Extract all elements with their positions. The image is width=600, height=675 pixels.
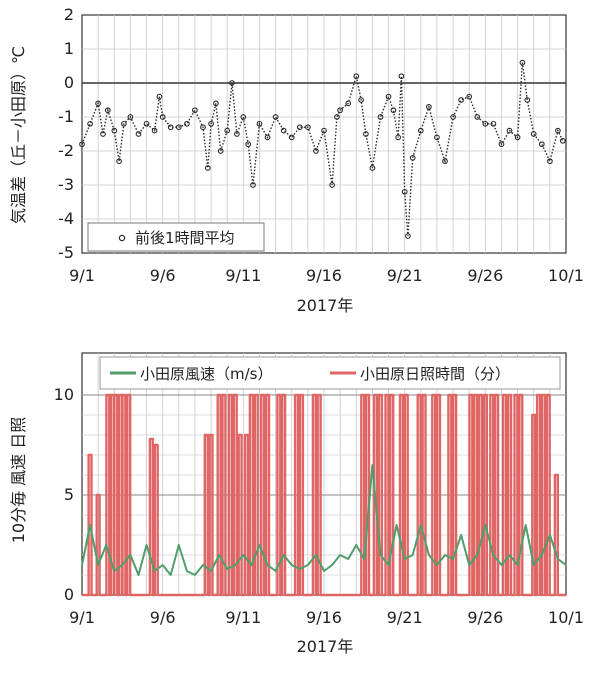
temperature-difference-point: [95, 100, 101, 107]
temperature-difference-point: [151, 127, 158, 134]
top-y-tick-label: -1: [58, 107, 74, 126]
bottom-y-axis-title: 10分毎 風速 日照: [9, 417, 28, 544]
temperature-difference-point: [79, 141, 85, 148]
temperature-difference-point: [358, 97, 364, 103]
top-legend-label: 前後1時間平均: [135, 229, 235, 247]
temperature-difference-point: [538, 141, 545, 148]
bottom-y-tick-label: 10: [54, 385, 74, 404]
bottom-series-lines: [81, 393, 567, 597]
temperature-difference-point: [256, 120, 263, 127]
wind-speed-series-line: [81, 464, 567, 576]
sunshine-series-line: [82, 393, 566, 597]
bottom-x-tick-label: 10/1: [548, 608, 584, 627]
top-x-tick-label: 9/16: [306, 266, 342, 285]
bottom-y-tick-label: 5: [64, 485, 74, 504]
top-grid: [82, 15, 566, 253]
temperature-difference-point: [184, 120, 190, 127]
temperature-difference-point: [240, 114, 247, 120]
temperature-difference-point: [482, 120, 489, 127]
temperature-difference-point: [426, 103, 432, 110]
temperature-difference-point: [385, 93, 392, 100]
top-x-tick-label: 9/11: [225, 266, 261, 285]
wind-legend-label: 小田原風速（m/s）: [140, 365, 272, 383]
sunshine-legend-label: 小田原日照時間（分）: [360, 365, 510, 383]
temperature-difference-point: [272, 114, 279, 120]
temperature-difference-point: [474, 114, 481, 120]
top-y-tick-label: -5: [58, 243, 74, 262]
temperature-difference-point: [135, 131, 142, 137]
bottom-x-tick-label: 9/26: [467, 608, 503, 627]
bottom-x-tick-labels: 9/1 9/6 9/11 9/16 9/21 9/26 10/1: [69, 608, 584, 627]
temperature-difference-point: [417, 127, 424, 134]
bottom-y-tick-labels: 10 5 0: [54, 385, 74, 604]
bottom-y-tick-label: 0: [64, 585, 74, 604]
temperature-difference-point: [405, 233, 411, 239]
top-legend-box: [87, 222, 265, 252]
temperature-difference-point: [395, 134, 402, 141]
temperature-difference-point: [121, 120, 127, 127]
temperature-difference-point: [329, 182, 335, 188]
top-y-tick-label: -4: [58, 209, 74, 228]
temperature-difference-point: [369, 165, 376, 171]
temperature-difference-point: [559, 137, 566, 144]
temperature-difference-point: [337, 107, 343, 114]
top-series-points: [79, 59, 566, 239]
top-y-tick-label: 2: [64, 5, 74, 24]
top-y-tick-label: 0: [64, 73, 74, 92]
temperature-difference-point: [296, 124, 303, 131]
bottom-x-tick-label: 9/11: [225, 608, 261, 627]
temperature-difference-point: [127, 114, 134, 120]
top-y-tick-label: 1: [64, 39, 74, 58]
temperature-difference-point: [280, 127, 287, 134]
temperature-difference-point: [490, 120, 497, 127]
bottom-x-tick-label: 9/21: [387, 608, 423, 627]
top-x-axis-title: 2017年: [297, 296, 354, 315]
top-x-tick-label: 9/26: [467, 266, 503, 285]
temperature-difference-point: [345, 100, 352, 107]
temperature-difference-point: [498, 141, 505, 148]
temperature-difference-point: [313, 148, 319, 154]
top-legend: 前後1時間平均: [87, 222, 265, 252]
wind-sunshine-chart: 10 5 0 9/1 9/6 9/11 9/16 9/21 9/26 10/1 2017年 10…: [9, 352, 584, 656]
top-x-tick-labels: 9/1 9/6 9/11 9/16 9/21 9/26 10/1: [69, 266, 584, 285]
temperature-difference-point: [192, 107, 198, 114]
temperature-difference-trace: [81, 62, 564, 237]
top-y-tick-label: -3: [58, 175, 74, 194]
bottom-x-tick-label: 9/1: [69, 608, 95, 627]
top-x-tick-label: 10/1: [548, 266, 584, 285]
bottom-legend: 小田原風速（m/s） 小田原日照時間（分）: [99, 356, 561, 390]
top-x-tick-label: 9/21: [387, 266, 423, 285]
temperature-difference-point: [234, 131, 240, 137]
temperature-difference-point: [87, 120, 93, 127]
bottom-x-tick-label: 9/16: [306, 608, 342, 627]
top-x-tick-label: 9/1: [69, 266, 95, 285]
temperature-difference-point: [200, 124, 206, 131]
temperature-difference-chart: 2 1 0 -1 -2 -3 -4 -5 9/1 9/6 9/11 9/16 9/21 9/26 10/1…: [9, 5, 584, 315]
temperature-difference-point: [390, 107, 397, 114]
top-legend-marker: [118, 234, 126, 242]
top-y-axis-title: 気温差（丘－小田原）℃: [9, 46, 28, 224]
top-y-tick-labels: 2 1 0 -1 -2 -3 -4 -5: [58, 5, 74, 262]
temperature-difference-point: [466, 93, 473, 100]
temperature-difference-point: [458, 97, 464, 103]
bottom-x-axis-title: 2017年: [297, 637, 354, 656]
temperature-difference-point: [288, 134, 295, 141]
temperature-difference-point: [555, 127, 561, 134]
temperature-difference-point: [264, 134, 271, 141]
bottom-x-tick-label: 9/6: [150, 608, 176, 627]
top-x-tick-label: 9/6: [150, 266, 176, 285]
temperature-difference-point: [305, 124, 311, 131]
temperature-difference-point: [143, 120, 150, 127]
top-y-tick-label: -2: [58, 141, 74, 160]
temperature-difference-point: [506, 127, 513, 134]
